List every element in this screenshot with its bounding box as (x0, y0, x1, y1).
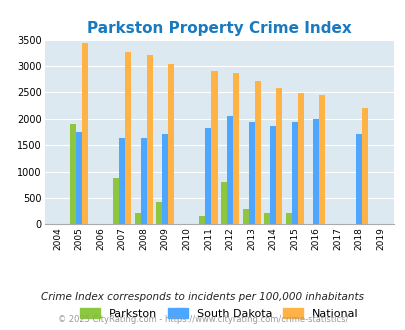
Bar (156, 202, 162, 224)
Bar (291, 122, 297, 224)
Bar (220, 182, 226, 224)
Bar (226, 116, 232, 224)
Legend: Parkston, South Dakota, National: Parkston, South Dakota, National (75, 304, 362, 323)
Bar (82, 43, 88, 224)
Bar (248, 122, 254, 224)
Bar (141, 138, 147, 224)
Bar (297, 93, 303, 224)
Bar (211, 71, 217, 224)
Bar (70, 124, 76, 224)
Title: Parkston Property Crime Index: Parkston Property Crime Index (87, 21, 351, 36)
Bar (162, 134, 168, 224)
Bar (269, 126, 275, 224)
Bar (113, 179, 119, 224)
Bar (285, 213, 291, 224)
Bar (76, 132, 82, 224)
Bar (232, 73, 239, 224)
Bar (254, 81, 260, 224)
Bar (356, 134, 361, 224)
Bar (242, 209, 248, 224)
Bar (275, 88, 281, 224)
Text: Crime Index corresponds to incidents per 100,000 inhabitants: Crime Index corresponds to incidents per… (41, 292, 364, 302)
Bar (147, 55, 152, 224)
Bar (119, 138, 125, 224)
Bar (318, 94, 324, 224)
Bar (168, 64, 174, 224)
Bar (361, 108, 367, 224)
Bar (263, 213, 269, 224)
Bar (199, 216, 205, 224)
Bar (134, 213, 141, 224)
Bar (312, 119, 318, 224)
Bar (205, 128, 211, 224)
Text: © 2025 CityRating.com - https://www.cityrating.com/crime-statistics/: © 2025 CityRating.com - https://www.city… (58, 315, 347, 324)
Bar (125, 52, 131, 224)
